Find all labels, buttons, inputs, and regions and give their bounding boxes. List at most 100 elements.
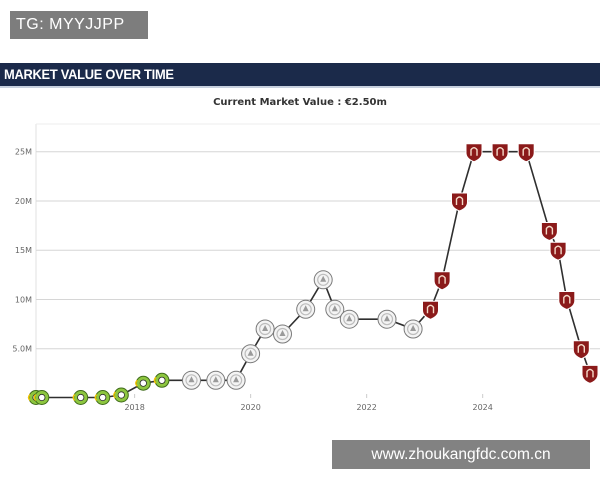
maroon-badge-shield: [549, 241, 567, 261]
x-tick-label: 2020: [240, 403, 260, 412]
x-tick-label: 2022: [356, 403, 376, 412]
maroon-badge-shield: [422, 300, 439, 320]
silver-badge-ring: [209, 374, 222, 387]
data-point-maroon-badge: [451, 192, 468, 212]
data-point-maroon-badge: [540, 222, 558, 242]
green-badge-ball: [139, 379, 147, 387]
maroon-badge-bull: [426, 304, 435, 314]
silver-badge-ring: [276, 327, 289, 341]
data-point-maroon-badge: [491, 143, 509, 163]
maroon-badge-bull: [554, 245, 562, 255]
data-point-silver-badge: [226, 370, 246, 390]
maroon-badge-bull: [496, 147, 504, 156]
maroon-badge-bull: [545, 225, 554, 235]
data-point-maroon-badge: [422, 300, 439, 320]
data-point-silver-badge: [403, 319, 423, 339]
data-point-maroon-badge: [465, 143, 483, 163]
series-line: [36, 150, 591, 399]
y-tick-label: 5.0M: [12, 345, 32, 354]
y-tick-label: 15M: [15, 246, 32, 255]
data-point-maroon-badge: [549, 241, 567, 261]
data-point-silver-badge: [325, 299, 345, 319]
y-tick-label: 20M: [15, 197, 32, 206]
silver-badge-emblem: [212, 376, 219, 383]
data-point-maroon-badge: [517, 143, 535, 163]
silver-badge-emblem: [384, 315, 390, 322]
green-badge-wing: [135, 379, 138, 387]
silver-badge-emblem: [233, 376, 240, 383]
data-point-silver-badge: [313, 270, 333, 290]
silver-badge-ring: [299, 303, 312, 316]
maroon-badge-shield: [558, 291, 576, 311]
silver-badge-ring: [259, 322, 272, 336]
silver-badge-ring: [185, 374, 198, 387]
silver-badge-emblem: [247, 349, 254, 356]
maroon-badge-shield: [433, 271, 451, 291]
y-tick-label: 10M: [15, 295, 32, 304]
silver-badge-emblem: [331, 305, 338, 312]
green-badge-wing: [72, 394, 76, 401]
data-point-green-badge: [94, 390, 111, 405]
data-point-silver-badge: [273, 324, 292, 344]
grid-lines: [35, 123, 600, 398]
maroon-badge-bull: [438, 275, 446, 284]
data-point-green-badge: [33, 390, 50, 405]
x-tick-label: 2018: [124, 403, 144, 412]
data-point-silver-badge: [182, 370, 201, 390]
data-point-silver-badge: [255, 319, 275, 339]
maroon-badge-shield: [451, 192, 468, 212]
silver-badge-ring: [317, 273, 330, 286]
maroon-badge-bull: [563, 294, 571, 304]
green-badge-ball: [158, 376, 166, 384]
silver-badge-ring: [328, 303, 341, 316]
silver-badge-emblem: [320, 275, 327, 282]
y-tick-label: 25M: [15, 148, 32, 157]
silver-badge-ring: [407, 322, 420, 336]
data-point-maroon-badge: [572, 340, 590, 360]
green-badge-ball: [38, 393, 46, 402]
green-badge-wing: [27, 394, 31, 401]
chart-header-title: MARKET VALUE OVER TIME: [4, 66, 174, 82]
axis-labels: 5.0M 10M 15M 20M 25M 2018 2020 2022 2024: [12, 148, 492, 412]
silver-badge-emblem: [346, 315, 353, 322]
data-point-silver-badge: [339, 309, 359, 329]
maroon-badge-bull: [522, 147, 530, 156]
data-point-green-badge: [153, 372, 170, 388]
chart-header-bar: MARKET VALUE OVER TIME: [0, 63, 600, 88]
data-point-silver-badge: [206, 370, 226, 390]
silver-badge-emblem: [188, 376, 195, 383]
data-point-green-badge: [135, 375, 151, 391]
green-badge-ball: [99, 393, 107, 402]
green-badge-wing: [94, 394, 98, 401]
data-point-maroon-badge: [581, 364, 599, 384]
silver-badge-ring: [380, 313, 394, 326]
green-badge-wing: [113, 391, 116, 399]
green-badge-wing: [153, 376, 157, 384]
tg-badge: TG: MYYJJPP: [10, 11, 148, 39]
maroon-badge-shield: [491, 143, 509, 163]
maroon-badge-shield: [465, 143, 483, 163]
silver-badge-ring: [230, 374, 243, 387]
silver-badge-ring: [343, 313, 356, 326]
x-tick-label: 2024: [473, 403, 493, 412]
silver-badge-emblem: [302, 305, 309, 312]
green-badge-ball: [77, 393, 85, 402]
maroon-badge-bull: [586, 368, 594, 378]
value-series: [27, 143, 599, 405]
maroon-badge-shield: [517, 143, 535, 163]
silver-badge-emblem: [279, 330, 286, 336]
market-value-chart: 5.0M 10M 15M 20M 25M 2018 2020 2022 2024: [12, 123, 600, 412]
maroon-badge-shield: [540, 222, 558, 242]
data-point-silver-badge: [377, 309, 397, 329]
green-badge-ball: [117, 391, 125, 399]
data-point-silver-badge: [296, 299, 316, 319]
data-point-green-badge: [72, 390, 89, 405]
silver-badge-ring: [244, 347, 257, 360]
maroon-badge-bull: [455, 196, 464, 205]
silver-badge-emblem: [262, 325, 269, 331]
data-point-maroon-badge: [433, 271, 451, 291]
maroon-badge-bull: [470, 147, 478, 156]
green-badge-wing: [33, 394, 37, 401]
watermark: www.zhoukangfdc.com.cn: [332, 440, 590, 469]
data-point-green-badge: [113, 387, 129, 403]
